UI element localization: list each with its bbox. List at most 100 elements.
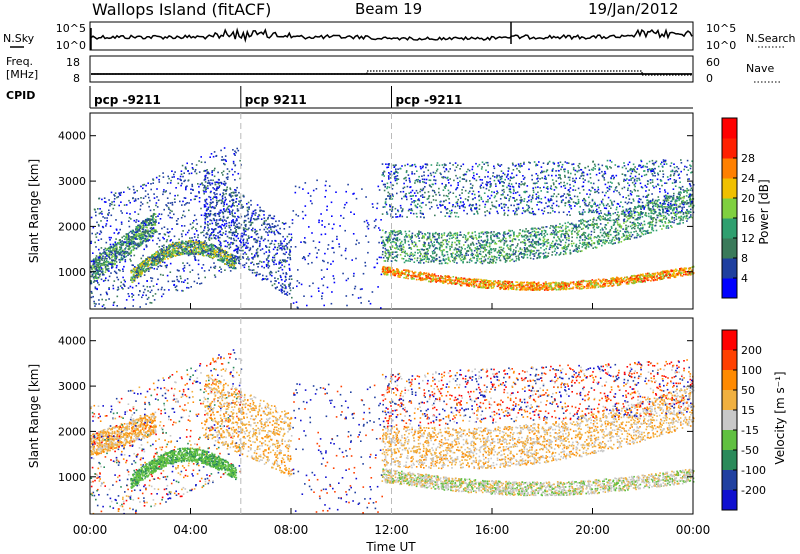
- range-cell: [93, 258, 95, 260]
- range-cell: [526, 287, 529, 289]
- range-cell: [185, 187, 187, 189]
- range-cell: [123, 241, 125, 243]
- range-cell: [130, 243, 132, 245]
- range-cell: [393, 272, 396, 274]
- range-cell: [418, 272, 420, 274]
- range-cell: [222, 208, 225, 211]
- range-cell: [468, 279, 470, 281]
- range-cell: [169, 231, 171, 233]
- range-cell: [130, 239, 132, 241]
- range-cell: [621, 281, 623, 284]
- range-cell: [223, 259, 226, 262]
- range-cell: [117, 242, 119, 244]
- range-cell: [225, 176, 228, 179]
- range-cell: [130, 240, 132, 242]
- range-cell: [127, 287, 130, 289]
- range-cell: [537, 288, 539, 290]
- range-cell: [532, 289, 534, 291]
- range-cell: [408, 274, 410, 276]
- range-cell: [119, 285, 122, 287]
- range-cell: [275, 220, 277, 223]
- range-cell: [195, 249, 198, 252]
- range-cell: [219, 258, 222, 260]
- range-cell: [534, 282, 536, 285]
- range-cell: [268, 231, 271, 233]
- range-cell: [451, 237, 453, 239]
- range-cell: [181, 204, 183, 206]
- range-cell: [149, 219, 152, 222]
- range-cell: [561, 281, 563, 283]
- range-cell: [126, 251, 129, 253]
- range-cell: [110, 262, 112, 264]
- range-cell: [190, 245, 192, 248]
- range-cell: [684, 273, 687, 276]
- range-cell: [212, 256, 214, 259]
- range-cell: [212, 231, 215, 233]
- range-cell: [172, 251, 174, 254]
- range-cell: [644, 275, 646, 277]
- range-cell: [109, 257, 111, 260]
- range-cell: [558, 287, 560, 290]
- range-cell: [134, 198, 137, 200]
- range-cell: [96, 232, 99, 234]
- range-cell: [562, 281, 564, 283]
- range-cell: [146, 224, 149, 227]
- range-cell: [164, 249, 167, 252]
- nave-label: Nave: [746, 62, 774, 75]
- range-cell: [225, 225, 228, 227]
- range-cell: [235, 235, 238, 238]
- range-cell: [164, 253, 166, 255]
- range-cell: [242, 256, 244, 258]
- range-cell: [148, 268, 150, 271]
- range-cell: [419, 279, 422, 281]
- range-cell: [482, 279, 485, 282]
- range-cell: [560, 287, 562, 289]
- range-cell: [656, 275, 658, 277]
- range-cell: [162, 191, 165, 193]
- range-cell: [140, 270, 143, 272]
- range-cell: [133, 200, 136, 202]
- range-cell: [575, 285, 578, 287]
- range-cell: [588, 280, 590, 282]
- range-cell: [428, 273, 430, 276]
- range-cell: [128, 225, 131, 228]
- range-cell: [98, 270, 100, 272]
- range-cell: [99, 270, 102, 272]
- noise-ytick-bottom-right: 10^0: [706, 39, 736, 52]
- range-cell: [113, 255, 115, 258]
- range-cell: [201, 231, 204, 233]
- range-cell: [172, 243, 174, 245]
- range-cell: [108, 254, 111, 257]
- range-cell: [192, 241, 195, 244]
- range-cell: [101, 259, 103, 261]
- range-cell: [226, 254, 229, 256]
- range-cell: [136, 276, 139, 279]
- range-cell: [575, 250, 577, 252]
- range-cell: [135, 274, 138, 277]
- range-cell: [145, 303, 147, 305]
- range-cell: [153, 261, 156, 263]
- range-cell: [143, 248, 145, 251]
- range-cell: [186, 185, 188, 187]
- range-cell: [523, 281, 526, 284]
- range-cell: [281, 247, 283, 249]
- range-cell: [133, 244, 136, 247]
- range-cell: [139, 242, 142, 244]
- range-cell: [268, 226, 270, 229]
- range-cell: [228, 243, 231, 246]
- range-cell: [242, 205, 244, 208]
- range-cell: [112, 207, 115, 210]
- range-cell: [384, 272, 386, 275]
- range-cell: [269, 226, 272, 229]
- range-cell: [125, 204, 128, 206]
- range-cell: [281, 222, 284, 224]
- range-cell: [232, 198, 234, 201]
- range-cell: [219, 266, 221, 268]
- range-cell: [157, 260, 160, 263]
- range-cell: [213, 192, 215, 194]
- range-cell: [256, 263, 258, 265]
- range-cell: [222, 255, 225, 258]
- range-cell: [146, 267, 148, 270]
- range-cell: [143, 231, 145, 234]
- range-cell: [163, 255, 165, 258]
